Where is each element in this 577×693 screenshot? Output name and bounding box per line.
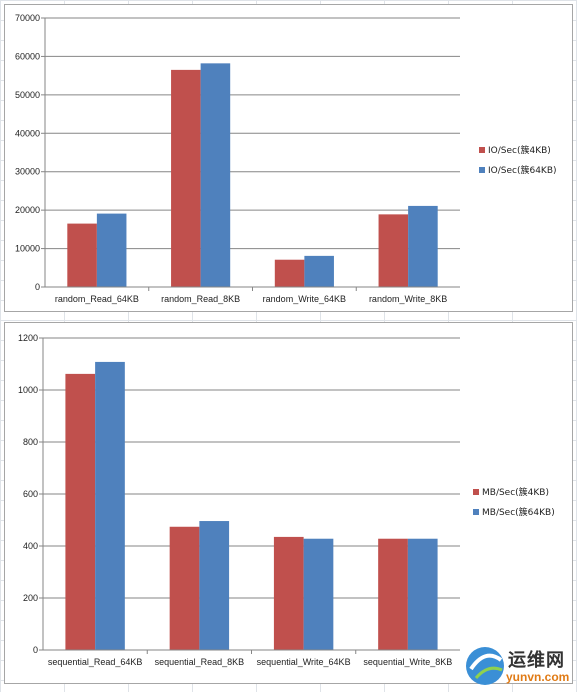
y-tick-label: 20000 xyxy=(15,205,40,215)
x-tick-label: sequential_Read_8KB xyxy=(155,657,245,667)
bar-series2[interactable] xyxy=(199,521,230,650)
y-tick-label: 10000 xyxy=(15,244,40,254)
legend-swatch xyxy=(473,509,479,515)
watermark-logo: 运维网 yunvn.com xyxy=(462,642,574,690)
x-tick-label: random_Read_64KB xyxy=(55,294,139,304)
chart-sequential-throughput-svg: 0 200 400 600 800 1000 1200 sequential_Read_64K… xyxy=(18,333,555,667)
bar-series2[interactable] xyxy=(304,255,334,287)
bar-series1[interactable] xyxy=(169,526,200,650)
y-tick-label: 0 xyxy=(33,645,38,655)
x-tick-label: sequential_Write_64KB xyxy=(257,657,351,667)
legend-label: MB/Sec(簇64KB) xyxy=(482,506,555,518)
bar-series1[interactable] xyxy=(67,223,97,287)
y-tick-label: 50000 xyxy=(15,90,40,100)
x-tick-label: sequential_Read_64KB xyxy=(48,657,143,667)
legend-label: IO/Sec(簇4KB) xyxy=(488,144,551,156)
watermark-text: 运维网 xyxy=(508,650,565,671)
y-tick-label: 600 xyxy=(23,489,38,499)
y-tick-label: 800 xyxy=(23,437,38,447)
x-tick-label: sequential_Write_8KB xyxy=(363,657,452,667)
bar-series1[interactable] xyxy=(65,373,96,650)
chart-random-io[interactable]: 0 10000 20000 30000 40000 50000 60000 70000 rand… xyxy=(4,4,573,312)
bar-series2[interactable] xyxy=(303,538,334,650)
y-tick-label: 0 xyxy=(35,282,40,292)
y-tick-label: 1000 xyxy=(18,385,38,395)
bar-series1[interactable] xyxy=(171,69,201,287)
y-tick-label: 30000 xyxy=(15,167,40,177)
y-tick-label: 40000 xyxy=(15,128,40,138)
bar-series2[interactable] xyxy=(408,205,438,287)
x-tick-label: random_Write_64KB xyxy=(263,294,346,304)
y-tick-label: 1200 xyxy=(18,333,38,343)
y-tick-label: 200 xyxy=(23,593,38,603)
bar-series1[interactable] xyxy=(273,536,304,650)
bar-series2[interactable] xyxy=(200,63,231,287)
legend-label: IO/Sec(簇64KB) xyxy=(488,164,557,176)
legend-swatch xyxy=(473,489,479,495)
x-tick-label: random_Read_8KB xyxy=(161,294,240,304)
bar-series2[interactable] xyxy=(96,213,127,287)
y-tick-label: 400 xyxy=(23,541,38,551)
legend-swatch xyxy=(479,147,485,153)
bar-series1[interactable] xyxy=(274,259,305,287)
y-tick-label: 70000 xyxy=(15,13,40,23)
legend-label: MB/Sec(簇4KB) xyxy=(482,486,549,498)
bar-series2[interactable] xyxy=(95,361,125,650)
globe-icon xyxy=(466,647,504,685)
watermark-url: yunvn.com xyxy=(506,670,570,684)
x-tick-label: random_Write_8KB xyxy=(369,294,447,304)
legend-swatch xyxy=(479,167,485,173)
chart-sequential-throughput[interactable]: 0 200 400 600 800 1000 1200 sequential_Read_64K… xyxy=(4,322,573,684)
y-tick-label: 60000 xyxy=(15,51,40,61)
bar-series1[interactable] xyxy=(378,538,408,650)
bar-series2[interactable] xyxy=(407,538,438,650)
bar-series1[interactable] xyxy=(378,214,409,287)
chart-random-io-svg: 0 10000 20000 30000 40000 50000 60000 70000 rand… xyxy=(15,13,557,304)
